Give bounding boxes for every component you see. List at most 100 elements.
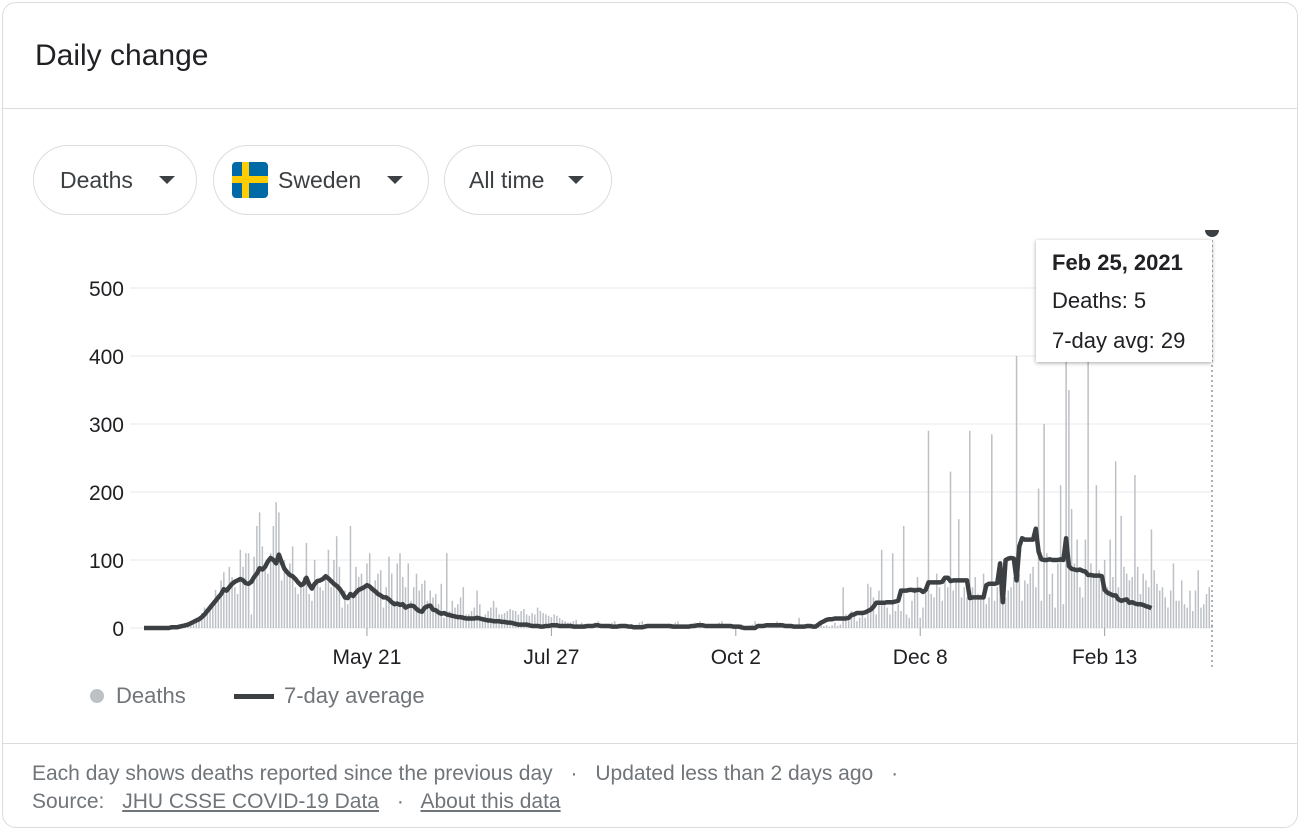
deaths-bar <box>900 611 902 628</box>
deaths-bar <box>1018 573 1021 628</box>
deaths-bar <box>553 614 555 628</box>
deaths-bar <box>545 614 547 628</box>
deaths-bar <box>539 611 542 628</box>
deaths-bar <box>446 553 448 628</box>
x-tick-label: Feb 13 <box>1072 646 1137 669</box>
deaths-bar <box>1136 566 1139 628</box>
deaths-bar <box>393 600 396 628</box>
deaths-bar <box>371 590 374 628</box>
deaths-bar <box>991 434 993 628</box>
deaths-bar <box>267 573 269 628</box>
footer-separator: · <box>396 790 404 813</box>
range-label: All time <box>469 166 545 193</box>
deaths-bar <box>556 615 558 628</box>
deaths-bar <box>324 573 327 628</box>
deaths-bar <box>1194 590 1197 628</box>
deaths-bar <box>919 617 921 628</box>
deaths-bar <box>280 580 283 628</box>
deaths-bar <box>1046 553 1048 628</box>
deaths-bar <box>399 553 401 628</box>
deaths-bar <box>880 549 883 628</box>
deaths-bar <box>407 563 410 628</box>
deaths-bar <box>889 614 891 628</box>
deaths-bar <box>363 587 365 628</box>
deaths-bar <box>377 573 379 628</box>
deaths-bar <box>225 587 228 628</box>
deaths-bar <box>341 607 343 628</box>
deaths-bar <box>1153 570 1155 628</box>
deaths-bar <box>330 587 332 628</box>
deaths-bar <box>1029 573 1032 628</box>
deaths-bar <box>916 577 919 628</box>
deaths-bar <box>462 587 465 628</box>
deaths-bar <box>558 617 561 628</box>
deaths-bar <box>1167 607 1169 628</box>
deaths-bar <box>1024 580 1026 628</box>
deaths-bar <box>977 594 979 628</box>
deaths-bar <box>891 553 894 628</box>
x-tick-label: Oct 2 <box>711 646 761 669</box>
deaths-bar <box>338 566 341 628</box>
deaths-bar <box>913 587 916 628</box>
deaths-bar <box>1106 587 1109 628</box>
country-dropdown[interactable]: Sweden <box>213 145 429 215</box>
deaths-bar <box>245 553 247 628</box>
deaths-bar <box>421 583 423 628</box>
deaths-bar <box>872 597 875 628</box>
deaths-bar <box>1186 607 1188 628</box>
deaths-bar <box>308 594 310 628</box>
deaths-bar <box>941 600 944 628</box>
deaths-bar <box>234 587 236 628</box>
deaths-bar <box>212 600 214 628</box>
deaths-bar <box>944 577 946 628</box>
deaths-bar <box>1205 594 1208 628</box>
deaths-bar <box>236 594 239 628</box>
deaths-bar <box>209 604 211 628</box>
y-tick-label: 500 <box>89 278 124 301</box>
deaths-bar <box>346 604 349 628</box>
deaths-bar <box>523 608 525 628</box>
deaths-bar <box>1117 587 1120 628</box>
deaths-bar <box>547 615 550 628</box>
deaths-bar <box>291 546 294 628</box>
about-data-link[interactable]: About this data <box>420 790 561 813</box>
legend-dot-icon <box>90 689 104 704</box>
deaths-bar <box>531 613 533 628</box>
deaths-bar <box>360 573 363 628</box>
sweden-flag-icon <box>232 162 268 198</box>
deaths-bar <box>520 611 522 628</box>
deaths-bar <box>203 607 206 628</box>
deaths-bar <box>988 597 990 628</box>
deaths-bar <box>911 600 913 628</box>
deaths-bar <box>311 600 313 628</box>
deaths-bar <box>217 600 220 628</box>
deaths-bar <box>1202 604 1205 628</box>
deaths-bar <box>1172 563 1175 628</box>
deaths-bar <box>1004 597 1007 628</box>
deaths-bar <box>798 617 800 628</box>
deaths-bar <box>982 573 985 628</box>
metric-dropdown[interactable]: Deaths <box>33 145 197 215</box>
footer-separator: · <box>570 762 578 785</box>
deaths-bar <box>481 617 484 628</box>
range-dropdown[interactable]: All time <box>444 145 612 215</box>
deaths-bar <box>1197 570 1199 628</box>
deaths-bar <box>333 560 335 628</box>
tooltip-average: 7-day avg: 29 <box>1052 328 1186 353</box>
deaths-bar <box>349 526 352 628</box>
deaths-bar <box>908 617 910 628</box>
deaths-bar <box>192 621 195 628</box>
deaths-bar <box>1065 342 1067 628</box>
deaths-bar <box>294 587 297 628</box>
deaths-bar <box>1114 461 1117 628</box>
deaths-bar <box>1073 563 1076 628</box>
y-tick-label: 300 <box>89 414 124 437</box>
deaths-bar <box>1002 587 1004 628</box>
deaths-bar <box>426 600 429 628</box>
source-link[interactable]: JHU CSSE COVID-19 Data <box>122 790 379 813</box>
header-divider <box>3 108 1297 109</box>
deaths-bar <box>335 536 338 628</box>
deaths-bar <box>1092 573 1095 628</box>
x-tick-label: Dec 8 <box>893 646 948 669</box>
deaths-bar <box>902 526 905 628</box>
